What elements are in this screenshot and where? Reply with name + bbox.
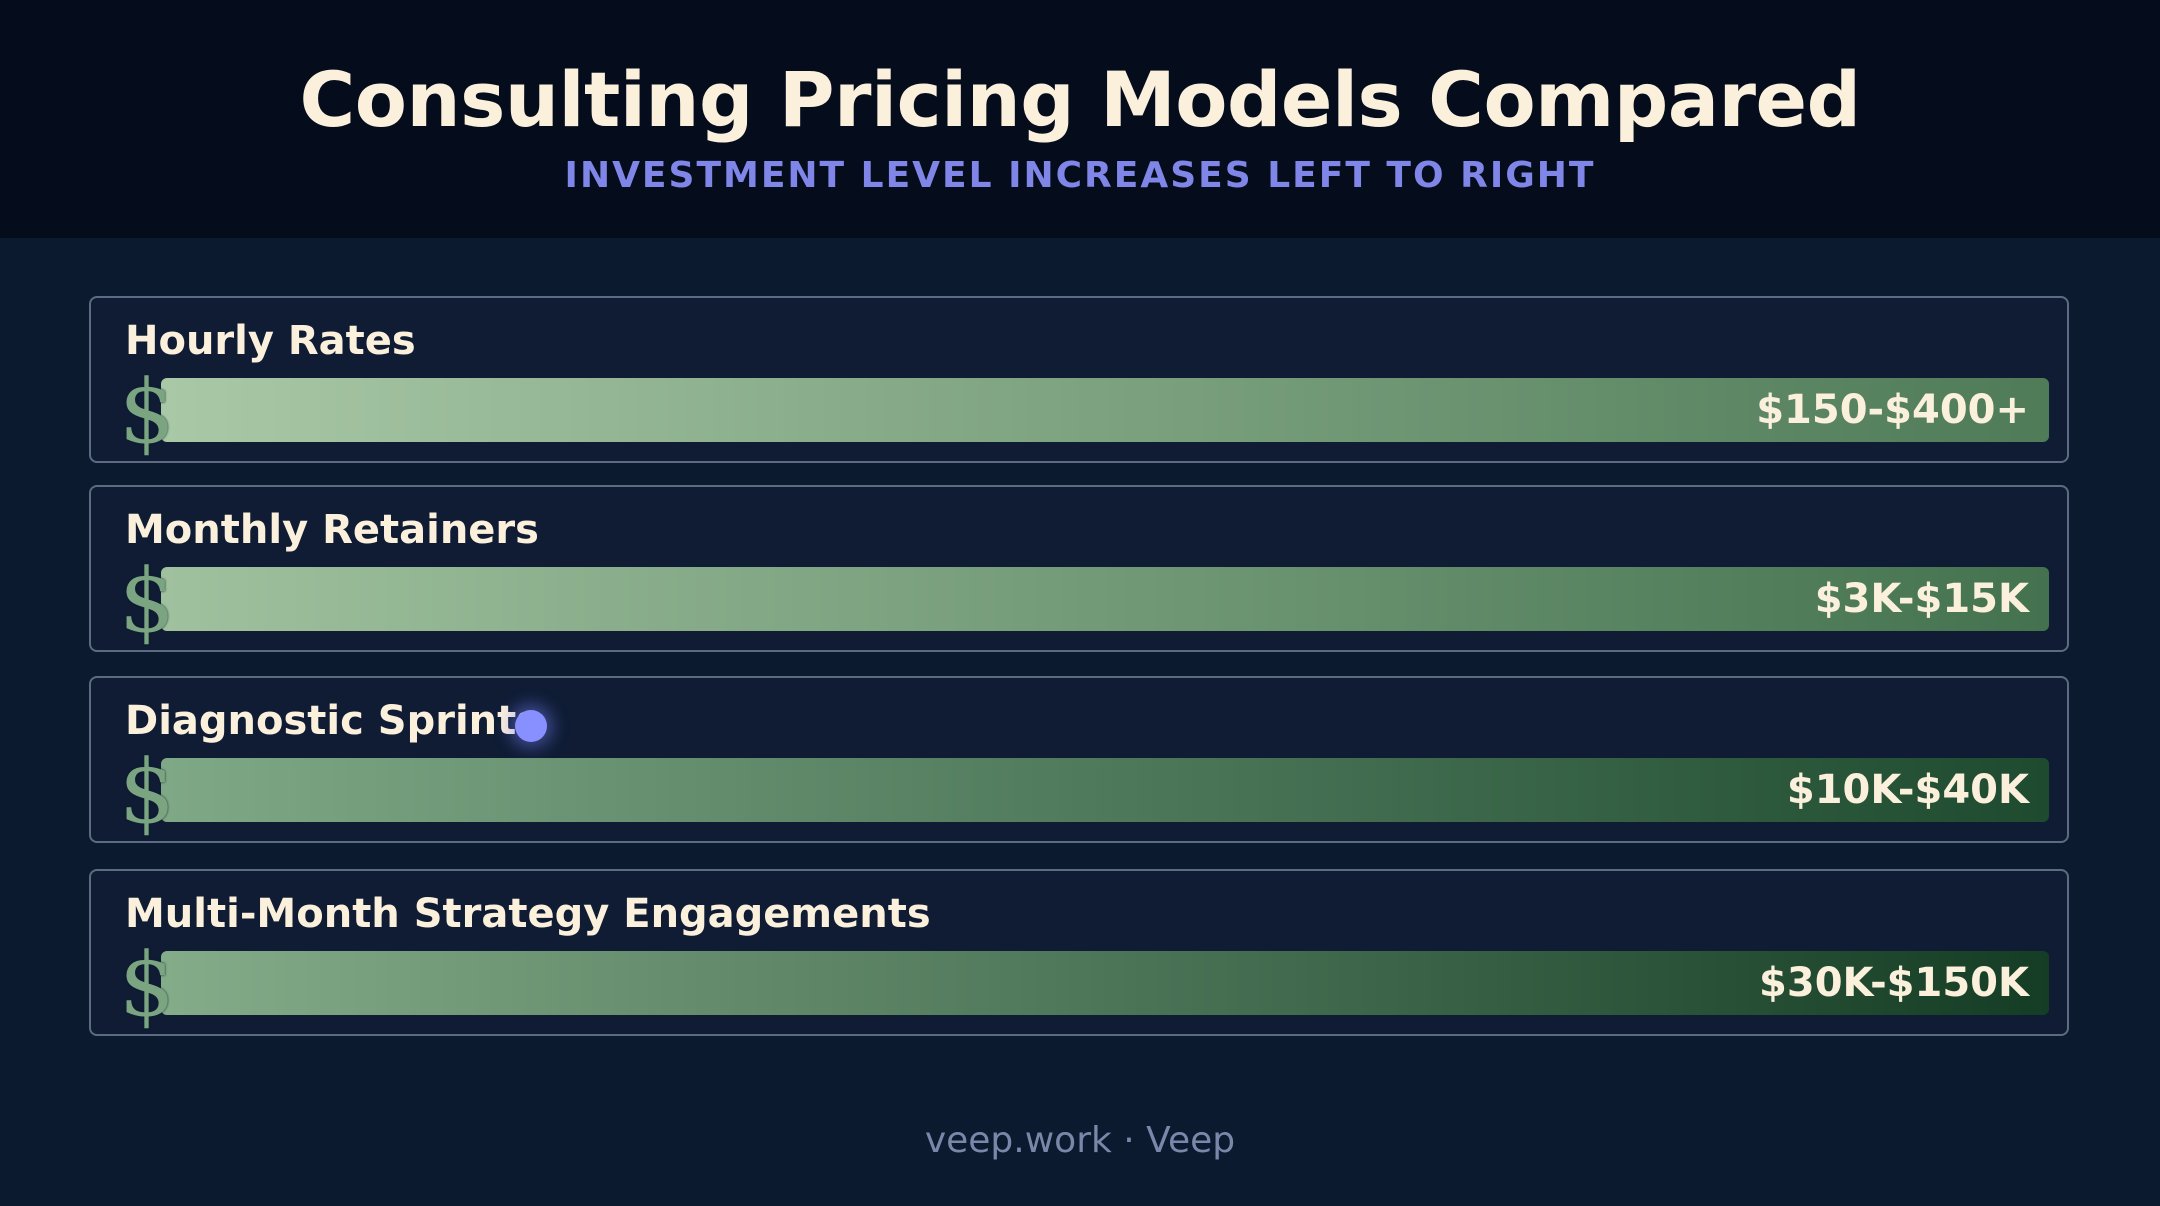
- dollar-sign-icon: $: [119, 549, 175, 652]
- header: Consulting Pricing Models Compared INVES…: [0, 0, 2160, 238]
- price-range-value: $30K-$150K: [1759, 960, 2029, 1006]
- page-title: Consulting Pricing Models Compared: [299, 55, 1861, 144]
- dollar-sign-icon: $: [119, 740, 175, 843]
- price-range-bar: $30K-$150K: [161, 951, 2049, 1015]
- price-range-value: $10K-$40K: [1786, 767, 2029, 813]
- pricing-model-label: Hourly Rates: [125, 318, 416, 364]
- pricing-card-monthly-retainers: Monthly Retainers $3K-$15K $: [89, 485, 2069, 652]
- pricing-card-strategy-engagements: Multi-Month Strategy Engagements $30K-$1…: [89, 869, 2069, 1036]
- pricing-model-label: Monthly Retainers: [125, 507, 539, 553]
- dollar-sign-icon: $: [119, 360, 175, 463]
- pricing-card-hourly-rates: Hourly Rates $150-$400+ $: [89, 296, 2069, 463]
- highlight-dot-icon: [515, 710, 547, 742]
- page-subtitle: INVESTMENT LEVEL INCREASES LEFT TO RIGHT: [564, 155, 1596, 196]
- price-range-value: $150-$400+: [1756, 387, 2029, 433]
- dollar-sign-icon: $: [119, 933, 175, 1036]
- pricing-card-diagnostic-sprints: Diagnostic Sprints $10K-$40K $: [89, 676, 2069, 843]
- pricing-model-label: Multi-Month Strategy Engagements: [125, 891, 931, 937]
- price-range-bar: $3K-$15K: [161, 567, 2049, 631]
- footer-credit: veep.work · Veep: [924, 1120, 1236, 1161]
- price-range-value: $3K-$15K: [1814, 576, 2029, 622]
- pricing-model-label: Diagnostic Sprints: [125, 698, 541, 744]
- price-range-bar: $10K-$40K: [161, 758, 2049, 822]
- price-range-bar: $150-$400+: [161, 378, 2049, 442]
